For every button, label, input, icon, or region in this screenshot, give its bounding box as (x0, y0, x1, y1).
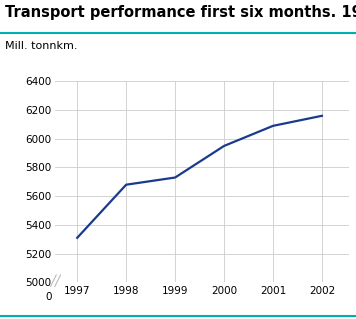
Text: Mill. tonnkm.: Mill. tonnkm. (5, 41, 78, 51)
Text: 0: 0 (45, 292, 52, 302)
Text: Transport performance first six months. 1997-2002: Transport performance first six months. … (5, 5, 356, 20)
